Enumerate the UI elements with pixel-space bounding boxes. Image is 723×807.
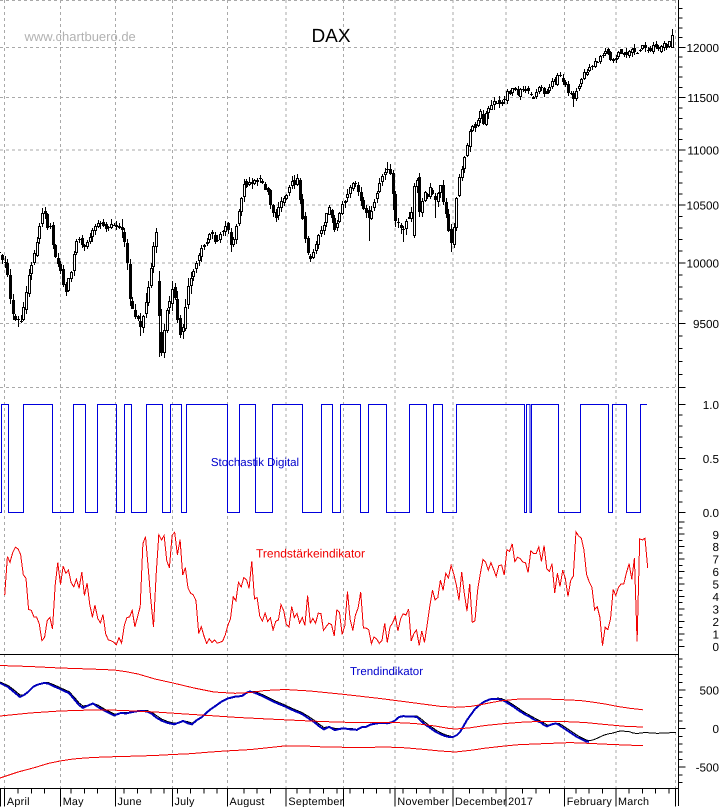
svg-text:Trendindikator: Trendindikator (350, 666, 423, 678)
svg-text:9: 9 (712, 529, 719, 542)
svg-text:1: 1 (712, 628, 719, 641)
svg-text:-500: -500 (696, 762, 720, 775)
svg-text:November: November (397, 796, 449, 807)
svg-text:DAX: DAX (311, 26, 350, 47)
svg-text:12000: 12000 (686, 42, 719, 55)
svg-text:9500: 9500 (693, 318, 720, 331)
svg-text:6: 6 (712, 566, 719, 579)
svg-text:August: August (230, 796, 265, 807)
svg-text:0.0: 0.0 (703, 507, 720, 520)
svg-text:February: February (567, 796, 613, 807)
svg-text:5: 5 (712, 579, 719, 592)
svg-text:7: 7 (712, 554, 719, 567)
svg-text:4: 4 (712, 591, 719, 604)
svg-text:September: September (288, 796, 343, 807)
svg-text:2017: 2017 (508, 796, 533, 807)
svg-text:Trendstärkeindikator: Trendstärkeindikator (256, 547, 365, 561)
svg-text:www.chartbuero.de: www.chartbuero.de (24, 29, 136, 44)
svg-text:11000: 11000 (687, 145, 719, 158)
svg-text:10500: 10500 (686, 200, 719, 213)
svg-text:0: 0 (712, 723, 719, 736)
svg-text:11500: 11500 (687, 92, 719, 105)
svg-text:Stochastik Digital: Stochastik Digital (211, 457, 299, 469)
svg-text:April: April (7, 796, 30, 807)
svg-text:1.0: 1.0 (703, 399, 720, 412)
svg-text:2: 2 (712, 616, 719, 629)
svg-text:May: May (63, 796, 84, 807)
svg-text:8: 8 (712, 541, 719, 554)
svg-text:June: June (118, 796, 142, 807)
svg-text:March: March (618, 796, 649, 807)
svg-text:500: 500 (699, 685, 719, 698)
svg-text:December: December (455, 796, 507, 807)
svg-text:July: July (175, 796, 196, 807)
svg-text:10000: 10000 (686, 257, 719, 270)
svg-text:0: 0 (712, 641, 719, 654)
svg-text:0.5: 0.5 (703, 453, 720, 466)
svg-text:3: 3 (712, 603, 719, 616)
